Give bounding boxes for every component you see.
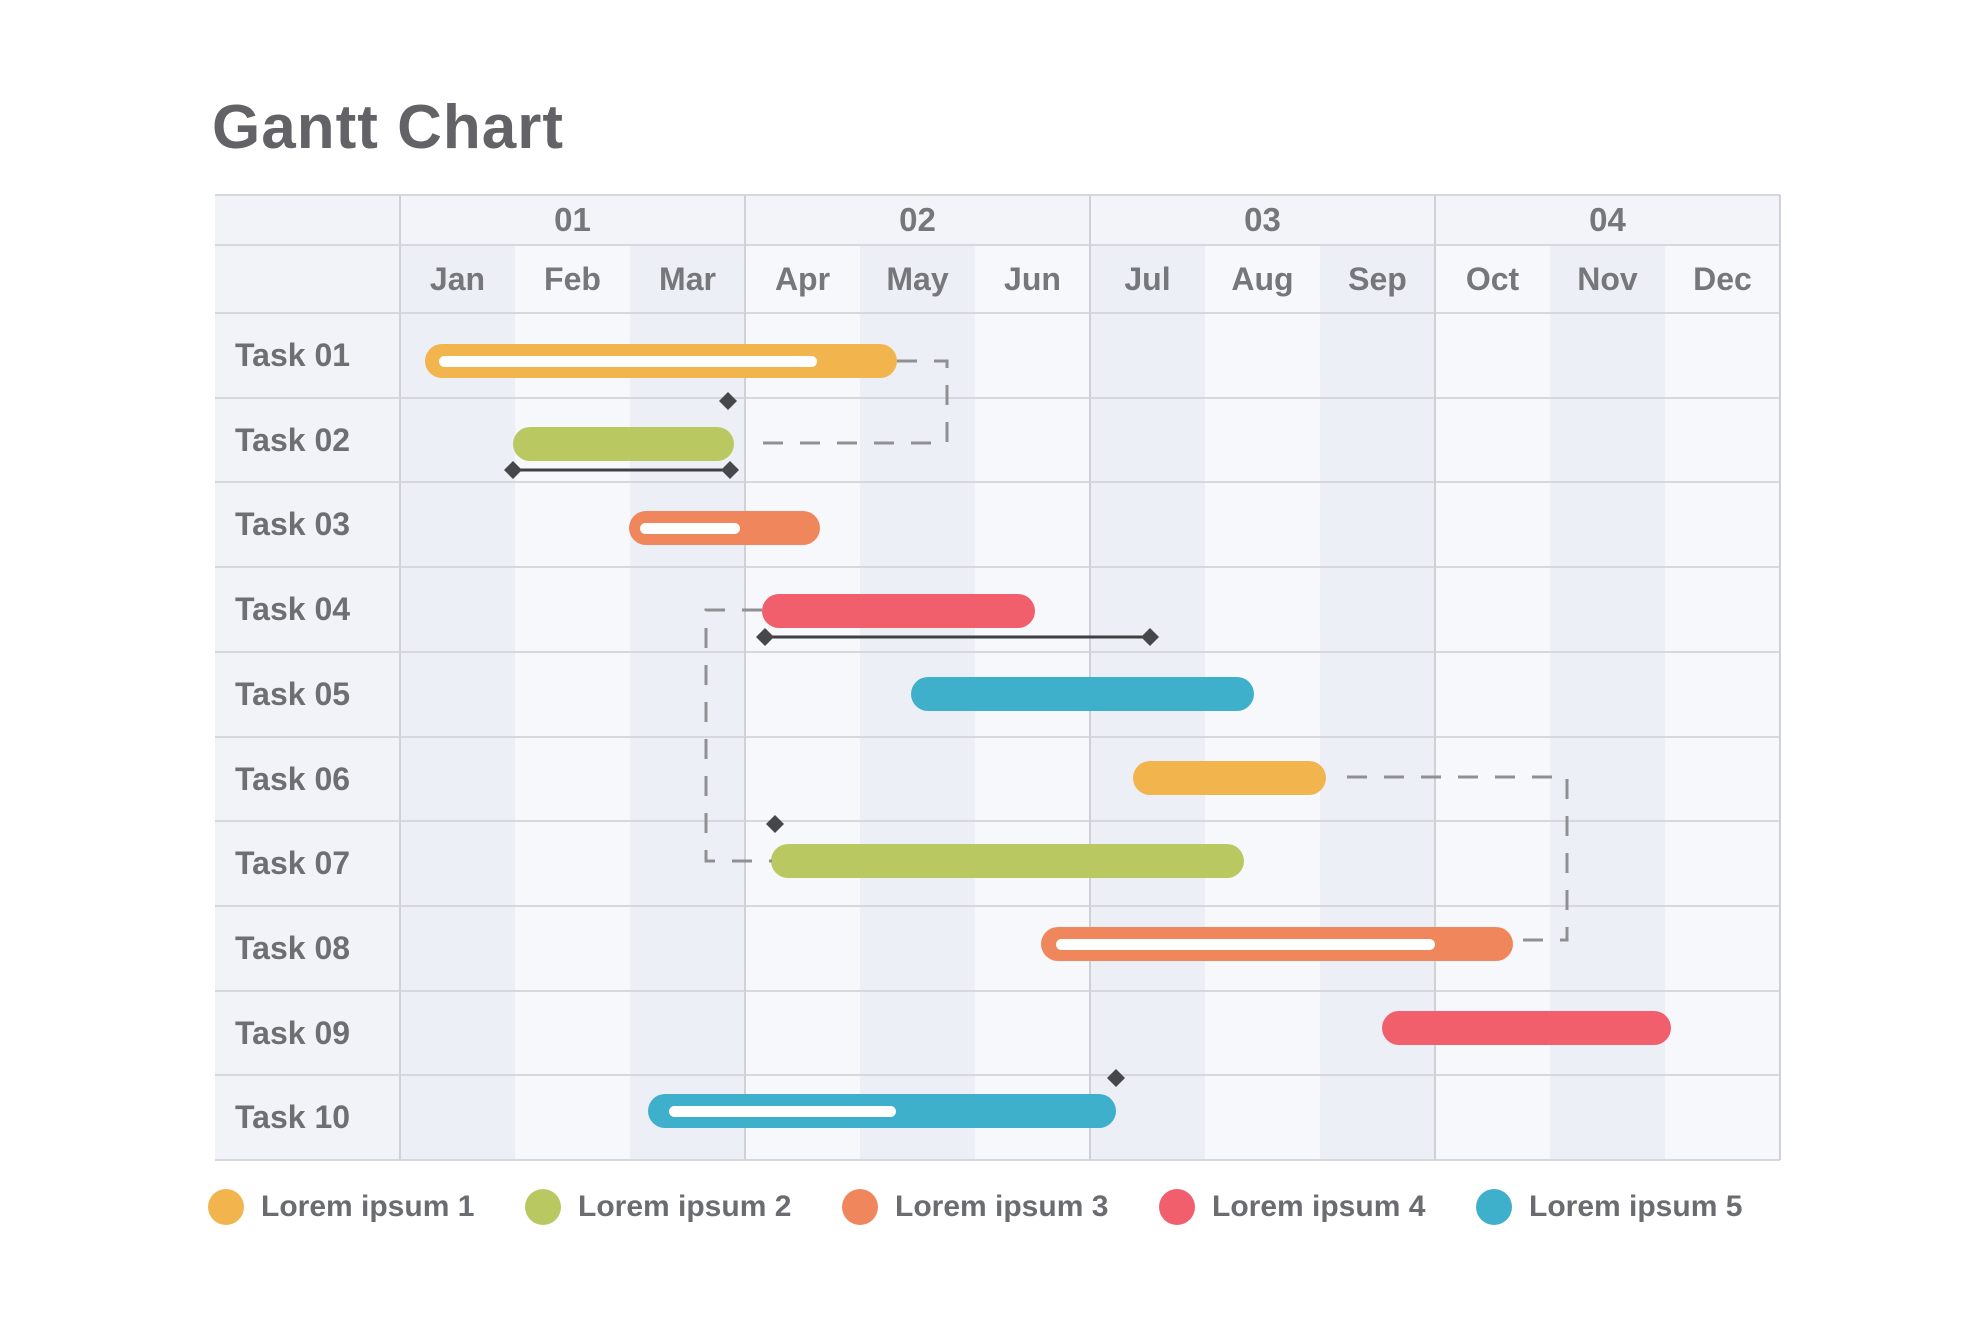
milestone-diamond-3 [1107,1069,1125,1087]
duration-line-start-diamond [756,628,774,646]
dependency-connector-1 [752,359,949,445]
month-header-dec: Dec [1693,260,1752,297]
task-row-label: Task 10 [235,1099,351,1135]
grid-hline-12 [215,1159,1780,1161]
grid-hline-1 [215,244,1780,246]
grid-hline-8 [215,820,1780,822]
month-header-jul: Jul [1124,260,1171,297]
gantt-bar-task-07 [771,844,1244,878]
task-row-label: Task 04 [235,591,351,627]
grid-hline-11 [215,1074,1780,1076]
milestone-diamond-1 [719,392,737,410]
month-header-sep: Sep [1348,260,1407,297]
gantt-bar-task-09 [1382,1011,1671,1045]
task-row-label: Task 01 [235,337,351,373]
gantt-bar-task-01 [425,344,897,378]
grid-vline-3 [1434,195,1436,1160]
month-header-may: May [886,260,949,297]
grid-hline-9 [215,905,1780,907]
grid-hline-3 [215,397,1780,399]
task-row-label: Task 09 [235,1015,351,1051]
grid-hline-2 [215,312,1780,314]
progress-indicator [1056,939,1435,950]
task-row-label: Task 08 [235,930,351,966]
grid-hline-4 [215,481,1780,483]
gantt-bar-task-03 [629,511,820,545]
task-row-label: Task 07 [235,845,351,881]
gantt-bar-task-08 [1041,927,1513,961]
chart-title: Gantt Chart [212,93,564,162]
progress-indicator [669,1106,896,1117]
quarter-header-01: 01 [554,201,591,238]
month-header-feb: Feb [544,260,601,297]
gantt-bar-task-10 [648,1094,1116,1128]
grid-hline-6 [215,651,1780,653]
month-header-mar: Mar [659,260,716,297]
row-label-column-bg [215,195,400,1160]
task-row-label: Task 03 [235,506,351,542]
month-header-aug: Aug [1231,260,1294,297]
grid-vline-1 [744,195,746,1160]
milestone-diamond-2 [766,815,784,833]
quarter-header-04: 04 [1589,201,1626,238]
grid-vline-4 [1779,195,1781,1160]
duration-line-end-diamond [1141,628,1159,646]
duration-line-start-diamond [504,461,522,479]
month-header-nov: Nov [1577,260,1638,297]
gantt-bar-task-05 [911,677,1254,711]
grid-hline-10 [215,990,1780,992]
quarter-header-03: 03 [1244,201,1281,238]
progress-indicator [439,356,817,367]
dependency-connector-2 [704,608,772,863]
quarter-header-02: 02 [899,201,936,238]
month-header-jan: Jan [429,260,486,297]
task-row-label: Task 02 [235,422,351,458]
gantt-bar-task-06 [1133,761,1326,795]
task-row-label: Task 05 [235,676,351,712]
month-header-jun: Jun [1004,260,1061,297]
duration-line-end-diamond [721,461,739,479]
progress-indicator [640,523,740,534]
month-header-apr: Apr [774,260,831,297]
task-row-label: Task 06 [235,761,351,797]
gantt-bar-task-02 [513,427,734,461]
grid-hline-7 [215,736,1780,738]
grid-vline-0 [399,195,401,1160]
dependency-connector-3 [1347,775,1569,942]
gantt-bar-task-04 [762,594,1035,628]
month-header-oct: Oct [1465,260,1520,297]
grid-hline-0 [215,194,1780,196]
grid-hline-5 [215,566,1780,568]
